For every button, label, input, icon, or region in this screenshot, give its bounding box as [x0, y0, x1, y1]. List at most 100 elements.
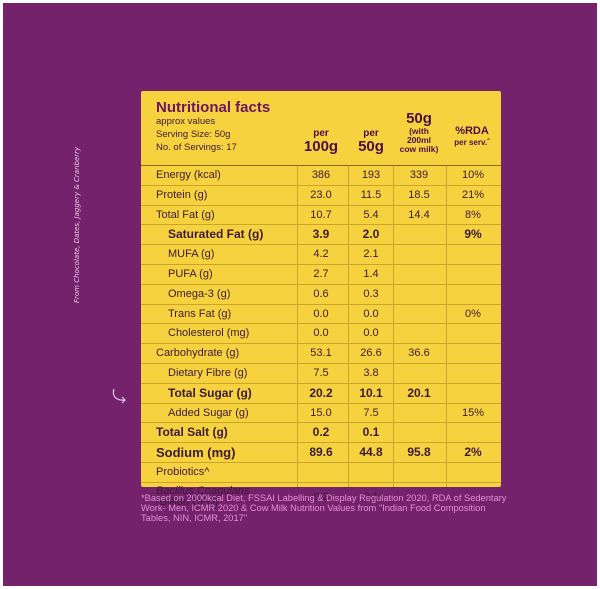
footnote: *Based on 2000kcal Diet, FSSAI Labelling…	[141, 493, 507, 523]
table-row: MUFA (g) 4.2 2.1	[141, 244, 501, 264]
value-per-100g: 0.0	[313, 307, 329, 320]
table-row: Saturated Fat (g) 3.9 2.0 9%	[141, 224, 501, 244]
approx-values-note: approx values	[156, 116, 216, 127]
nutrient-label: Saturated Fat (g)	[168, 227, 264, 242]
value-per-50g: 11.5	[360, 188, 382, 201]
value-per-100g: 0.0	[313, 327, 329, 340]
value-per-100g: 23.0	[310, 188, 332, 201]
nutrient-label: Cholesterol (mg)	[168, 327, 250, 340]
panel-title: Nutritional facts	[156, 99, 271, 116]
value-per-50g: 0.0	[363, 327, 379, 340]
value-rda: 21%	[461, 188, 485, 201]
value-per-100g: 4.2	[313, 248, 329, 261]
value-per-100g: 0.2	[313, 490, 329, 503]
table-row: Omega-3 (g) 0.6 0.3	[141, 283, 501, 304]
table-row: Protein (g) 23.0 11.5 18.5 21%	[141, 184, 501, 205]
nutrient-label: Sodium (mg)	[156, 445, 236, 461]
table-row: Probiotics^	[141, 461, 501, 482]
table-row: Cholesterol (mg) 0.0 0.0	[141, 323, 501, 343]
value-per-100g: 2.7	[313, 267, 329, 280]
value-per-50g: 7.5	[363, 406, 379, 419]
value-per-100g: 0.2	[312, 425, 330, 440]
table-row: Bacillus Coagulans (Billion CFU) 0.2 0.1	[141, 481, 501, 513]
value-per-50g: 44.8	[359, 445, 383, 460]
nutrient-label: Energy (kcal)	[156, 169, 221, 181]
table-row: Carbohydrate (g) 53.1 26.6 36.6	[141, 343, 501, 363]
value-per-50g: 26.6	[360, 347, 382, 360]
table-row: Sodium (mg) 89.6 44.8 95.8 2%	[141, 442, 501, 462]
value-with-milk: 18.5	[408, 188, 430, 201]
value-per-50g: 10.1	[359, 385, 383, 400]
header-cow-milk: cow milk)	[399, 144, 439, 154]
value-per-100g: 15.0	[310, 406, 332, 419]
value-with-milk: 95.8	[407, 445, 431, 460]
nutrient-label: Probiotics^	[156, 465, 210, 478]
header-100g: 100g	[303, 138, 339, 155]
table-row: Total Salt (g) 0.2 0.1	[141, 422, 501, 442]
probiotic-unit: (Billion CFU)	[156, 495, 219, 508]
value-per-50g: 0.3	[363, 287, 379, 300]
nutrient-label: PUFA (g)	[168, 267, 213, 280]
value-rda: 9%	[464, 227, 482, 242]
column-header-with-milk: 50g (with 200ml cow milk)	[393, 111, 445, 154]
value-per-50g: 193	[361, 169, 381, 181]
value-with-milk: 339	[409, 169, 429, 181]
header-200ml: 200ml	[406, 135, 432, 145]
column-divider	[393, 165, 394, 487]
table-row: Total Fat (g) 10.7 5.4 14.4 8%	[141, 204, 501, 225]
nutrient-label: Omega-3 (g)	[168, 287, 231, 300]
value-per-100g: 0.6	[313, 287, 329, 300]
table-row: Dietary Fibre (g) 7.5 3.8	[141, 362, 501, 383]
table-row: Energy (kcal) 386 193 339 10%	[141, 165, 501, 185]
value-per-100g: 89.6	[309, 445, 333, 460]
nutrient-label: Carbohydrate (g)	[156, 347, 240, 360]
value-per-100g: 53.1	[310, 347, 332, 360]
header-rda: %RDA	[455, 125, 489, 137]
column-header-per-50g: per 50g	[351, 129, 391, 155]
nutrition-table: Energy (kcal) 386 193 339 10% Protein (g…	[141, 165, 501, 513]
value-with-milk: 36.6	[408, 347, 430, 360]
table-row: PUFA (g) 2.7 1.4	[141, 263, 501, 284]
value-per-100g: 10.7	[310, 208, 332, 221]
value-per-100g: 386	[311, 169, 331, 181]
nutrient-label: Added Sugar (g)	[168, 406, 249, 419]
probiotic-strain: Bacillus Coagulans	[156, 484, 250, 497]
package-background: Nutritional facts approx values Serving …	[3, 3, 597, 586]
value-per-50g: 0.1	[362, 425, 380, 440]
value-per-50g: 1.4	[363, 267, 379, 280]
value-rda: 10%	[461, 169, 485, 181]
value-rda: 2%	[464, 445, 482, 460]
value-per-100g: 20.2	[309, 385, 333, 400]
value-with-milk: 14.4	[408, 208, 430, 221]
nutrient-label: Protein (g)	[156, 188, 208, 201]
column-header-rda: %RDA per serv.ˆ	[447, 125, 497, 148]
value-per-50g: 5.4	[363, 208, 379, 221]
nutrient-label: Total Fat (g)	[156, 208, 215, 221]
header-with: (with	[409, 126, 429, 136]
column-divider	[348, 165, 349, 487]
nutrient-label: Total Sugar (g)	[168, 385, 252, 400]
column-divider	[446, 165, 447, 487]
value-per-50g: 2.0	[362, 227, 380, 242]
header-per-serving: per serv.ˆ	[454, 138, 490, 147]
value-per-100g: 3.9	[312, 227, 330, 242]
value-per-50g: 0.1	[363, 490, 379, 503]
value-rda: 8%	[465, 208, 481, 221]
value-rda: 15%	[461, 406, 485, 419]
column-divider	[297, 165, 298, 487]
nutrient-label: Dietary Fibre (g)	[168, 366, 248, 379]
ingredient-sidenote: From Chocolate, Dates, Jaggery & Cranber…	[73, 146, 81, 303]
nutrient-label: Bacillus Coagulans (Billion CFU)	[156, 484, 250, 508]
nutrient-label: MUFA (g)	[168, 248, 215, 261]
table-row: Trans Fat (g) 0.0 0.0 0%	[141, 303, 501, 324]
header-50g: 50g	[358, 138, 384, 155]
header-50g-milk: 50g	[406, 110, 432, 127]
value-per-50g: 2.1	[363, 248, 379, 261]
nutrient-label: Total Salt (g)	[156, 425, 228, 440]
value-per-50g: 3.8	[363, 366, 379, 379]
column-header-per-100g: per 100g	[299, 129, 343, 155]
header-per: per	[363, 128, 379, 139]
serving-size: Serving Size: 50g	[156, 129, 231, 140]
value-with-milk: 20.1	[407, 385, 431, 400]
curved-arrow-icon	[112, 388, 126, 404]
